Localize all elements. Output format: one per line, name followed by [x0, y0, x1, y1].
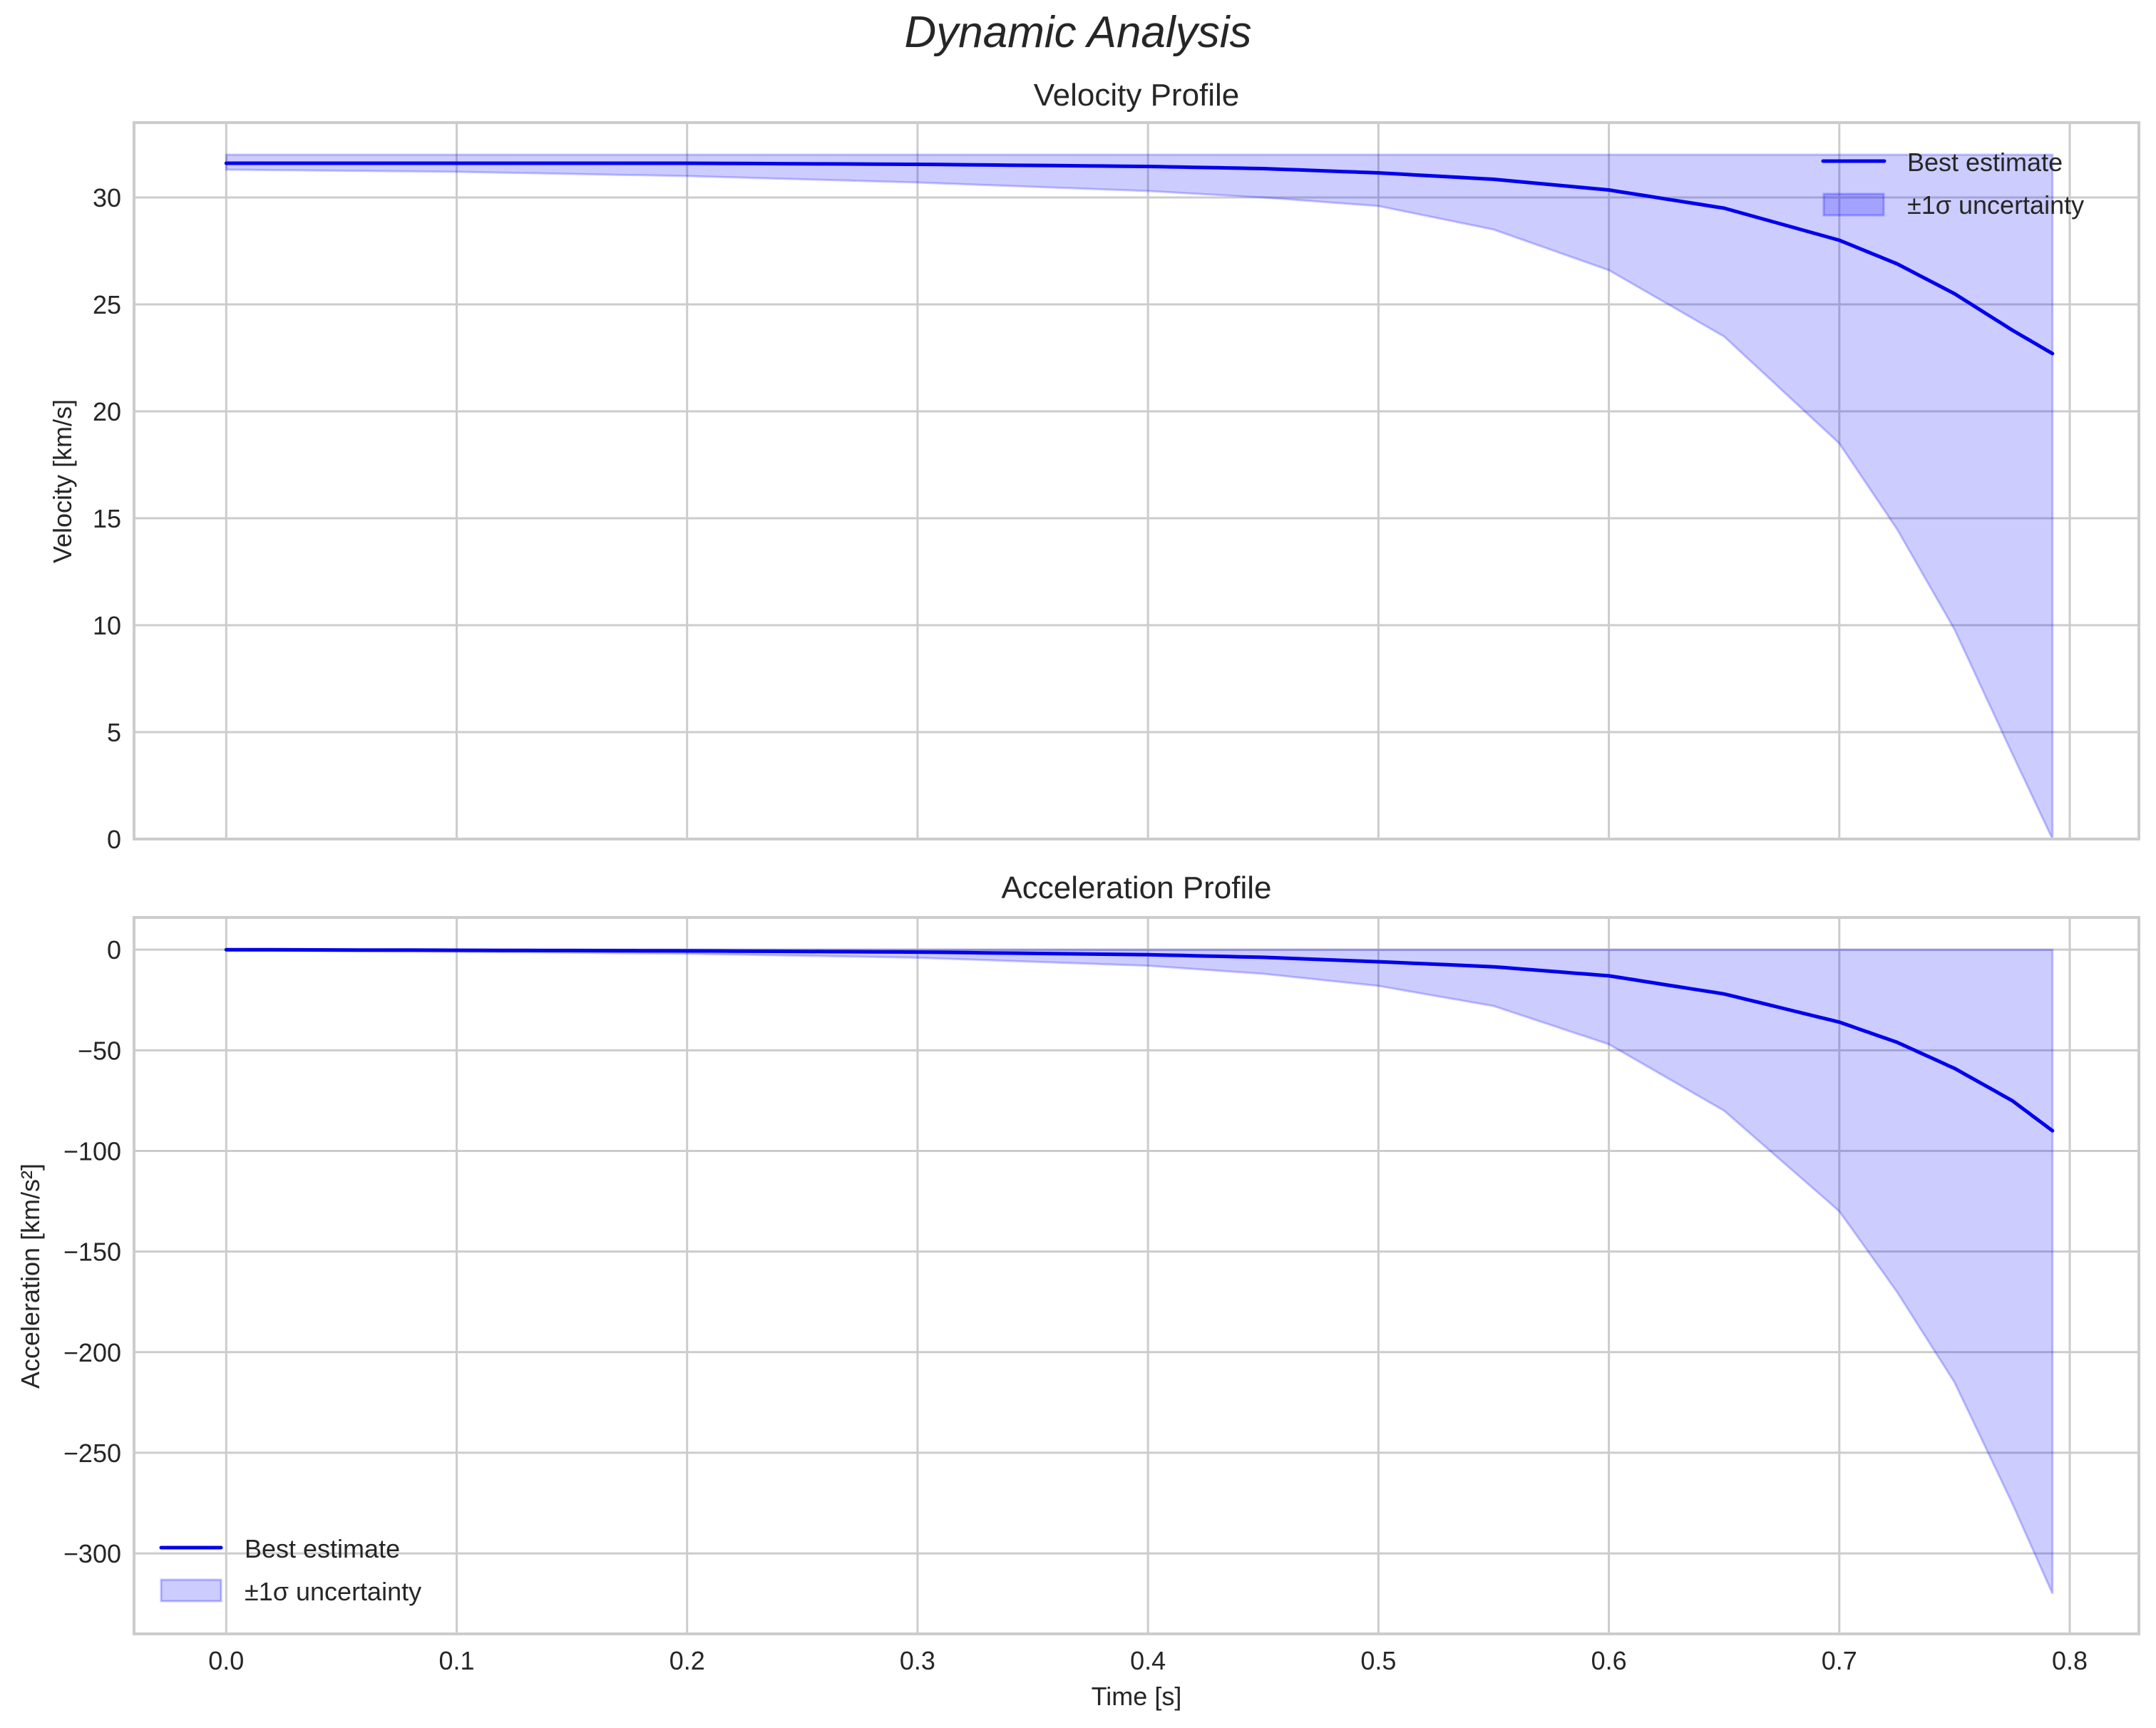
x-tick-label: 0.7	[1822, 1646, 1857, 1675]
y-tick-label: 30	[93, 183, 121, 212]
velocity-uncertainty-band	[225, 153, 2054, 840]
acceleration-uncertainty-band	[225, 948, 2054, 1595]
velocity-axes-frame	[133, 121, 2140, 840]
y-tick-label: 10	[93, 611, 121, 640]
acceleration-axes-frame	[133, 916, 2140, 1635]
x-tick-label: 0.2	[669, 1646, 705, 1675]
acceleration-axes: Acceleration Profile 0 −50 −100 −150 −200 −25…	[16, 870, 2140, 1711]
velocity-y-label: Velocity [km/s]	[48, 399, 77, 563]
x-tick-label: 0.0	[208, 1646, 244, 1675]
y-tick-label: 15	[93, 504, 121, 533]
legend-band-swatch	[1822, 192, 1885, 217]
acceleration-legend: Best estimate ±1σ uncertainty	[159, 1534, 421, 1606]
velocity-axes-title: Velocity Profile	[1034, 78, 1240, 113]
acceleration-y-ticks: 0 −50 −100 −150 −200 −250 −300	[63, 935, 121, 1568]
velocity-y-ticks: 0 5 10 15 20 25 30	[93, 183, 121, 854]
x-tick-label: 0.1	[438, 1646, 474, 1675]
x-tick-label: 0.3	[900, 1646, 935, 1675]
y-tick-label: 0	[107, 825, 121, 854]
legend-label-uncertainty: ±1σ uncertainty	[245, 1577, 421, 1606]
legend-label-uncertainty: ±1σ uncertainty	[1907, 190, 2084, 220]
y-tick-label: −100	[63, 1136, 121, 1166]
x-tick-label: 0.8	[2052, 1646, 2088, 1675]
y-tick-label: 0	[107, 935, 121, 965]
acceleration-y-label: Acceleration [km/s²]	[16, 1163, 45, 1389]
legend-label-best-estimate: Best estimate	[245, 1534, 400, 1563]
acceleration-best-estimate-line	[224, 947, 2055, 1133]
velocity-axes: Velocity Profile 0 5 10 15 20 25 30 Velocity […	[48, 78, 2140, 854]
time-x-ticks: 0.0 0.1 0.2 0.3 0.4 0.5 0.6 0.7 0.8	[208, 1646, 2088, 1675]
x-tick-label: 0.6	[1591, 1646, 1627, 1675]
velocity-legend: Best estimate ±1σ uncertainty	[1821, 148, 2084, 220]
figure-title: Dynamic Analysis	[904, 8, 1252, 57]
x-tick-label: 0.5	[1360, 1646, 1396, 1675]
y-tick-label: −250	[63, 1439, 121, 1468]
y-tick-label: −50	[78, 1036, 121, 1065]
velocity-best-estimate-line	[224, 161, 2055, 356]
y-tick-label: −300	[63, 1539, 121, 1568]
y-tick-label: 25	[93, 290, 121, 319]
x-tick-label: 0.4	[1130, 1646, 1166, 1675]
y-tick-label: −200	[63, 1338, 121, 1367]
y-tick-label: −150	[63, 1238, 121, 1267]
acceleration-axes-title: Acceleration Profile	[1001, 870, 1271, 905]
y-tick-label: 20	[93, 397, 121, 426]
legend-label-best-estimate: Best estimate	[1907, 148, 2063, 177]
y-tick-label: 5	[107, 718, 121, 747]
time-x-label: Time [s]	[1092, 1682, 1182, 1711]
legend-band-swatch	[160, 1578, 222, 1603]
acceleration-grid	[134, 917, 2139, 1634]
